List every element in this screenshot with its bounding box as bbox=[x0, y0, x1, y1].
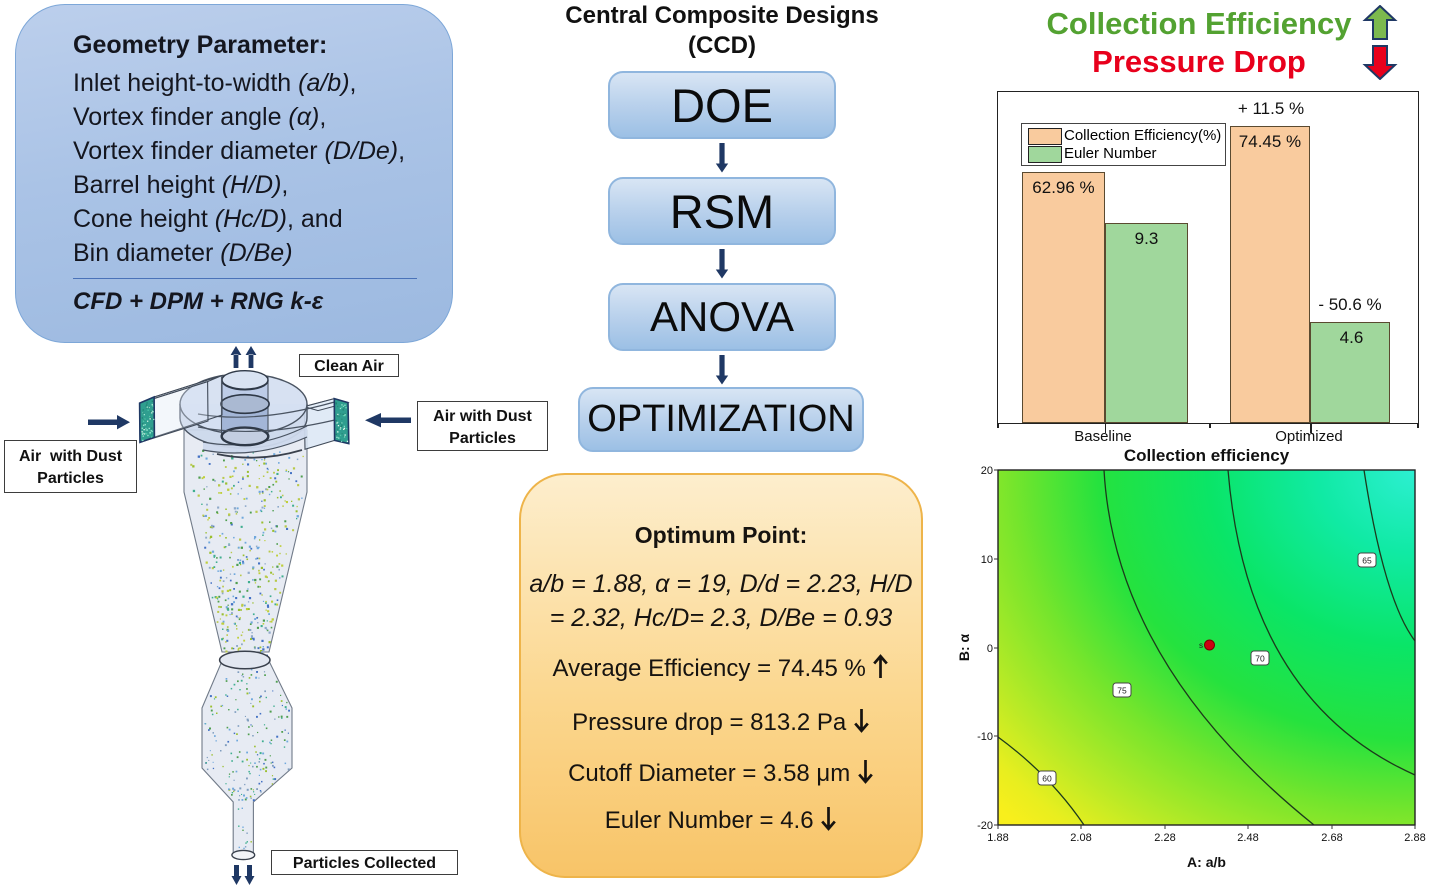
svg-text:B: α: B: α bbox=[956, 633, 972, 661]
svg-text:75: 75 bbox=[1117, 686, 1127, 696]
svg-text:-20: -20 bbox=[977, 820, 993, 832]
svg-text:2.48: 2.48 bbox=[1237, 832, 1258, 844]
svg-text:10: 10 bbox=[981, 554, 993, 566]
svg-text:-10: -10 bbox=[977, 731, 993, 743]
svg-text:Collection efficiency: Collection efficiency bbox=[1124, 446, 1290, 465]
svg-text:60: 60 bbox=[1042, 774, 1052, 784]
svg-text:0: 0 bbox=[987, 643, 993, 655]
svg-text:20: 20 bbox=[981, 465, 993, 477]
svg-text:65: 65 bbox=[1362, 556, 1372, 566]
svg-text:s: s bbox=[1199, 641, 1203, 650]
svg-text:70: 70 bbox=[1255, 654, 1265, 664]
svg-text:2.68: 2.68 bbox=[1321, 832, 1342, 844]
svg-text:2.08: 2.08 bbox=[1070, 832, 1091, 844]
svg-text:2.28: 2.28 bbox=[1154, 832, 1175, 844]
svg-text:A: a/b: A: a/b bbox=[1187, 854, 1226, 870]
svg-text:2.88: 2.88 bbox=[1404, 832, 1425, 844]
svg-text:1.88: 1.88 bbox=[987, 832, 1008, 844]
